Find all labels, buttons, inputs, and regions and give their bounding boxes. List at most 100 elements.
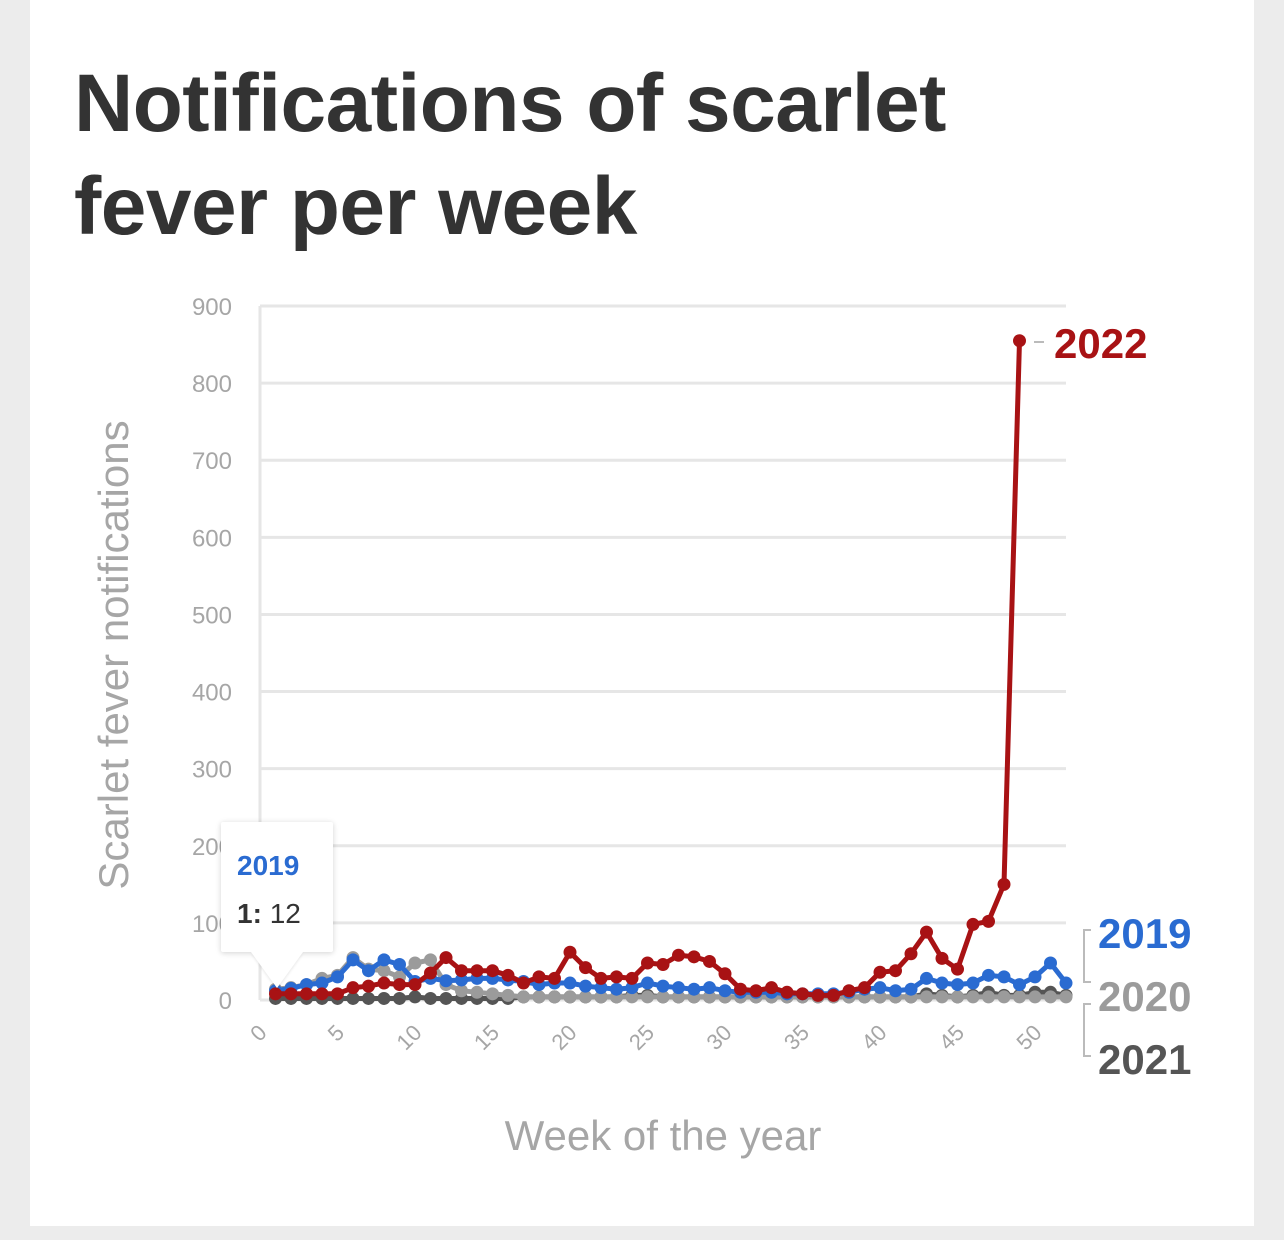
point-2022: [594, 971, 608, 985]
series-2022: [269, 334, 1026, 1002]
series-label-2022: 2022: [1054, 320, 1147, 367]
point-2022: [920, 925, 933, 939]
point-2022: [765, 981, 778, 995]
point-2020: [1028, 990, 1042, 1004]
y-tick-label: 900: [192, 294, 232, 321]
point-2020: [672, 990, 685, 1004]
point-2020: [873, 990, 887, 1004]
series-labels: 2019 2020 2021 2022: [1034, 320, 1191, 1083]
point-2022: [749, 984, 763, 998]
point-2020: [997, 990, 1011, 1004]
point-2022: [501, 968, 515, 982]
x-axis-label: Week of the year: [505, 1112, 822, 1159]
point-2020: [424, 953, 437, 967]
point-2022: [563, 945, 577, 959]
point-2022: [331, 987, 344, 1001]
x-tick-label: 50: [1012, 1020, 1047, 1055]
point-2022: [315, 987, 329, 1001]
point-2020: [517, 990, 530, 1004]
point-2019: [439, 974, 453, 988]
point-2019: [641, 976, 654, 990]
point-2022: [346, 981, 360, 995]
point-2021: [377, 991, 391, 1005]
point-2019: [346, 953, 360, 967]
series-label-2020: 2020: [1098, 973, 1191, 1020]
tooltip-value-row: 1: 12: [237, 898, 301, 930]
point-2019: [331, 970, 344, 984]
point-2019: [966, 976, 980, 990]
bracket-upper: [1083, 929, 1091, 983]
point-2019: [1028, 970, 1042, 984]
y-tick-label: 0: [219, 988, 232, 1015]
point-2019: [377, 953, 391, 967]
point-2019: [594, 981, 608, 995]
point-2022: [532, 970, 546, 984]
point-2022: [734, 982, 747, 996]
point-2019: [982, 968, 995, 982]
point-2020: [656, 990, 670, 1004]
point-2022: [393, 978, 406, 992]
x-tick-label: 25: [624, 1020, 659, 1055]
point-2020: [1013, 990, 1026, 1004]
point-2022: [517, 976, 530, 990]
point-2022: [982, 914, 995, 928]
x-tick-label: 20: [547, 1020, 582, 1055]
point-2019: [1044, 956, 1057, 970]
series-label-2021: 2021: [1098, 1036, 1191, 1083]
point-2020: [532, 990, 546, 1004]
point-2019: [1059, 976, 1073, 990]
point-2022: [873, 965, 887, 979]
point-2022: [827, 988, 840, 1002]
point-2019: [610, 982, 623, 996]
point-2021: [424, 991, 437, 1005]
y-tick-label: 800: [192, 371, 232, 398]
point-2021: [362, 991, 375, 1005]
y-tick-label: 600: [192, 525, 232, 552]
point-2022: [858, 981, 871, 995]
point-2020: [486, 987, 499, 1001]
point-2022: [377, 976, 391, 990]
point-2022: [935, 951, 949, 965]
point-2019: [362, 964, 375, 978]
point-2020: [470, 985, 484, 999]
point-2022: [269, 987, 282, 1001]
point-2022: [424, 966, 437, 980]
point-2020: [1044, 990, 1057, 1004]
point-2020: [935, 990, 949, 1004]
point-2019: [889, 984, 902, 998]
point-2022: [625, 971, 639, 985]
point-2022: [842, 984, 856, 998]
x-tick-label: 30: [702, 1020, 737, 1055]
point-2020: [579, 990, 592, 1004]
y-tick-label: 700: [192, 448, 232, 475]
point-2022: [687, 950, 701, 964]
tooltip: 2019 1: 12: [221, 822, 333, 952]
point-2022: [641, 956, 654, 970]
point-2021: [439, 991, 453, 1005]
series-lines: [269, 334, 1073, 1005]
point-2022: [904, 947, 918, 961]
point-2022: [796, 987, 809, 1001]
x-tick-label: 45: [934, 1020, 969, 1055]
point-2019: [1013, 978, 1026, 992]
x-tick-label: 10: [392, 1020, 427, 1055]
y-tick-label: 300: [192, 757, 232, 784]
point-2019: [656, 979, 670, 993]
x-tick-label: 0: [245, 1020, 271, 1046]
point-2022: [780, 985, 794, 999]
point-2022: [362, 979, 375, 993]
point-2019: [579, 979, 592, 993]
x-axis-ticks: 0 5 10 15 20 25 30 35 40 45 50: [245, 1020, 1046, 1055]
point-2020: [563, 990, 577, 1004]
tooltip-week: 1:: [237, 898, 262, 929]
point-2020: [982, 990, 995, 1004]
point-2020: [951, 990, 964, 1004]
x-tick-label: 15: [469, 1020, 504, 1055]
x-tick-label: 40: [857, 1020, 892, 1055]
point-2019: [455, 973, 468, 987]
line-2022: [273, 338, 1022, 998]
y-axis-label: Scarlet fever notifications: [90, 420, 137, 889]
line-2019: [273, 957, 1069, 997]
point-2019: [625, 981, 639, 995]
